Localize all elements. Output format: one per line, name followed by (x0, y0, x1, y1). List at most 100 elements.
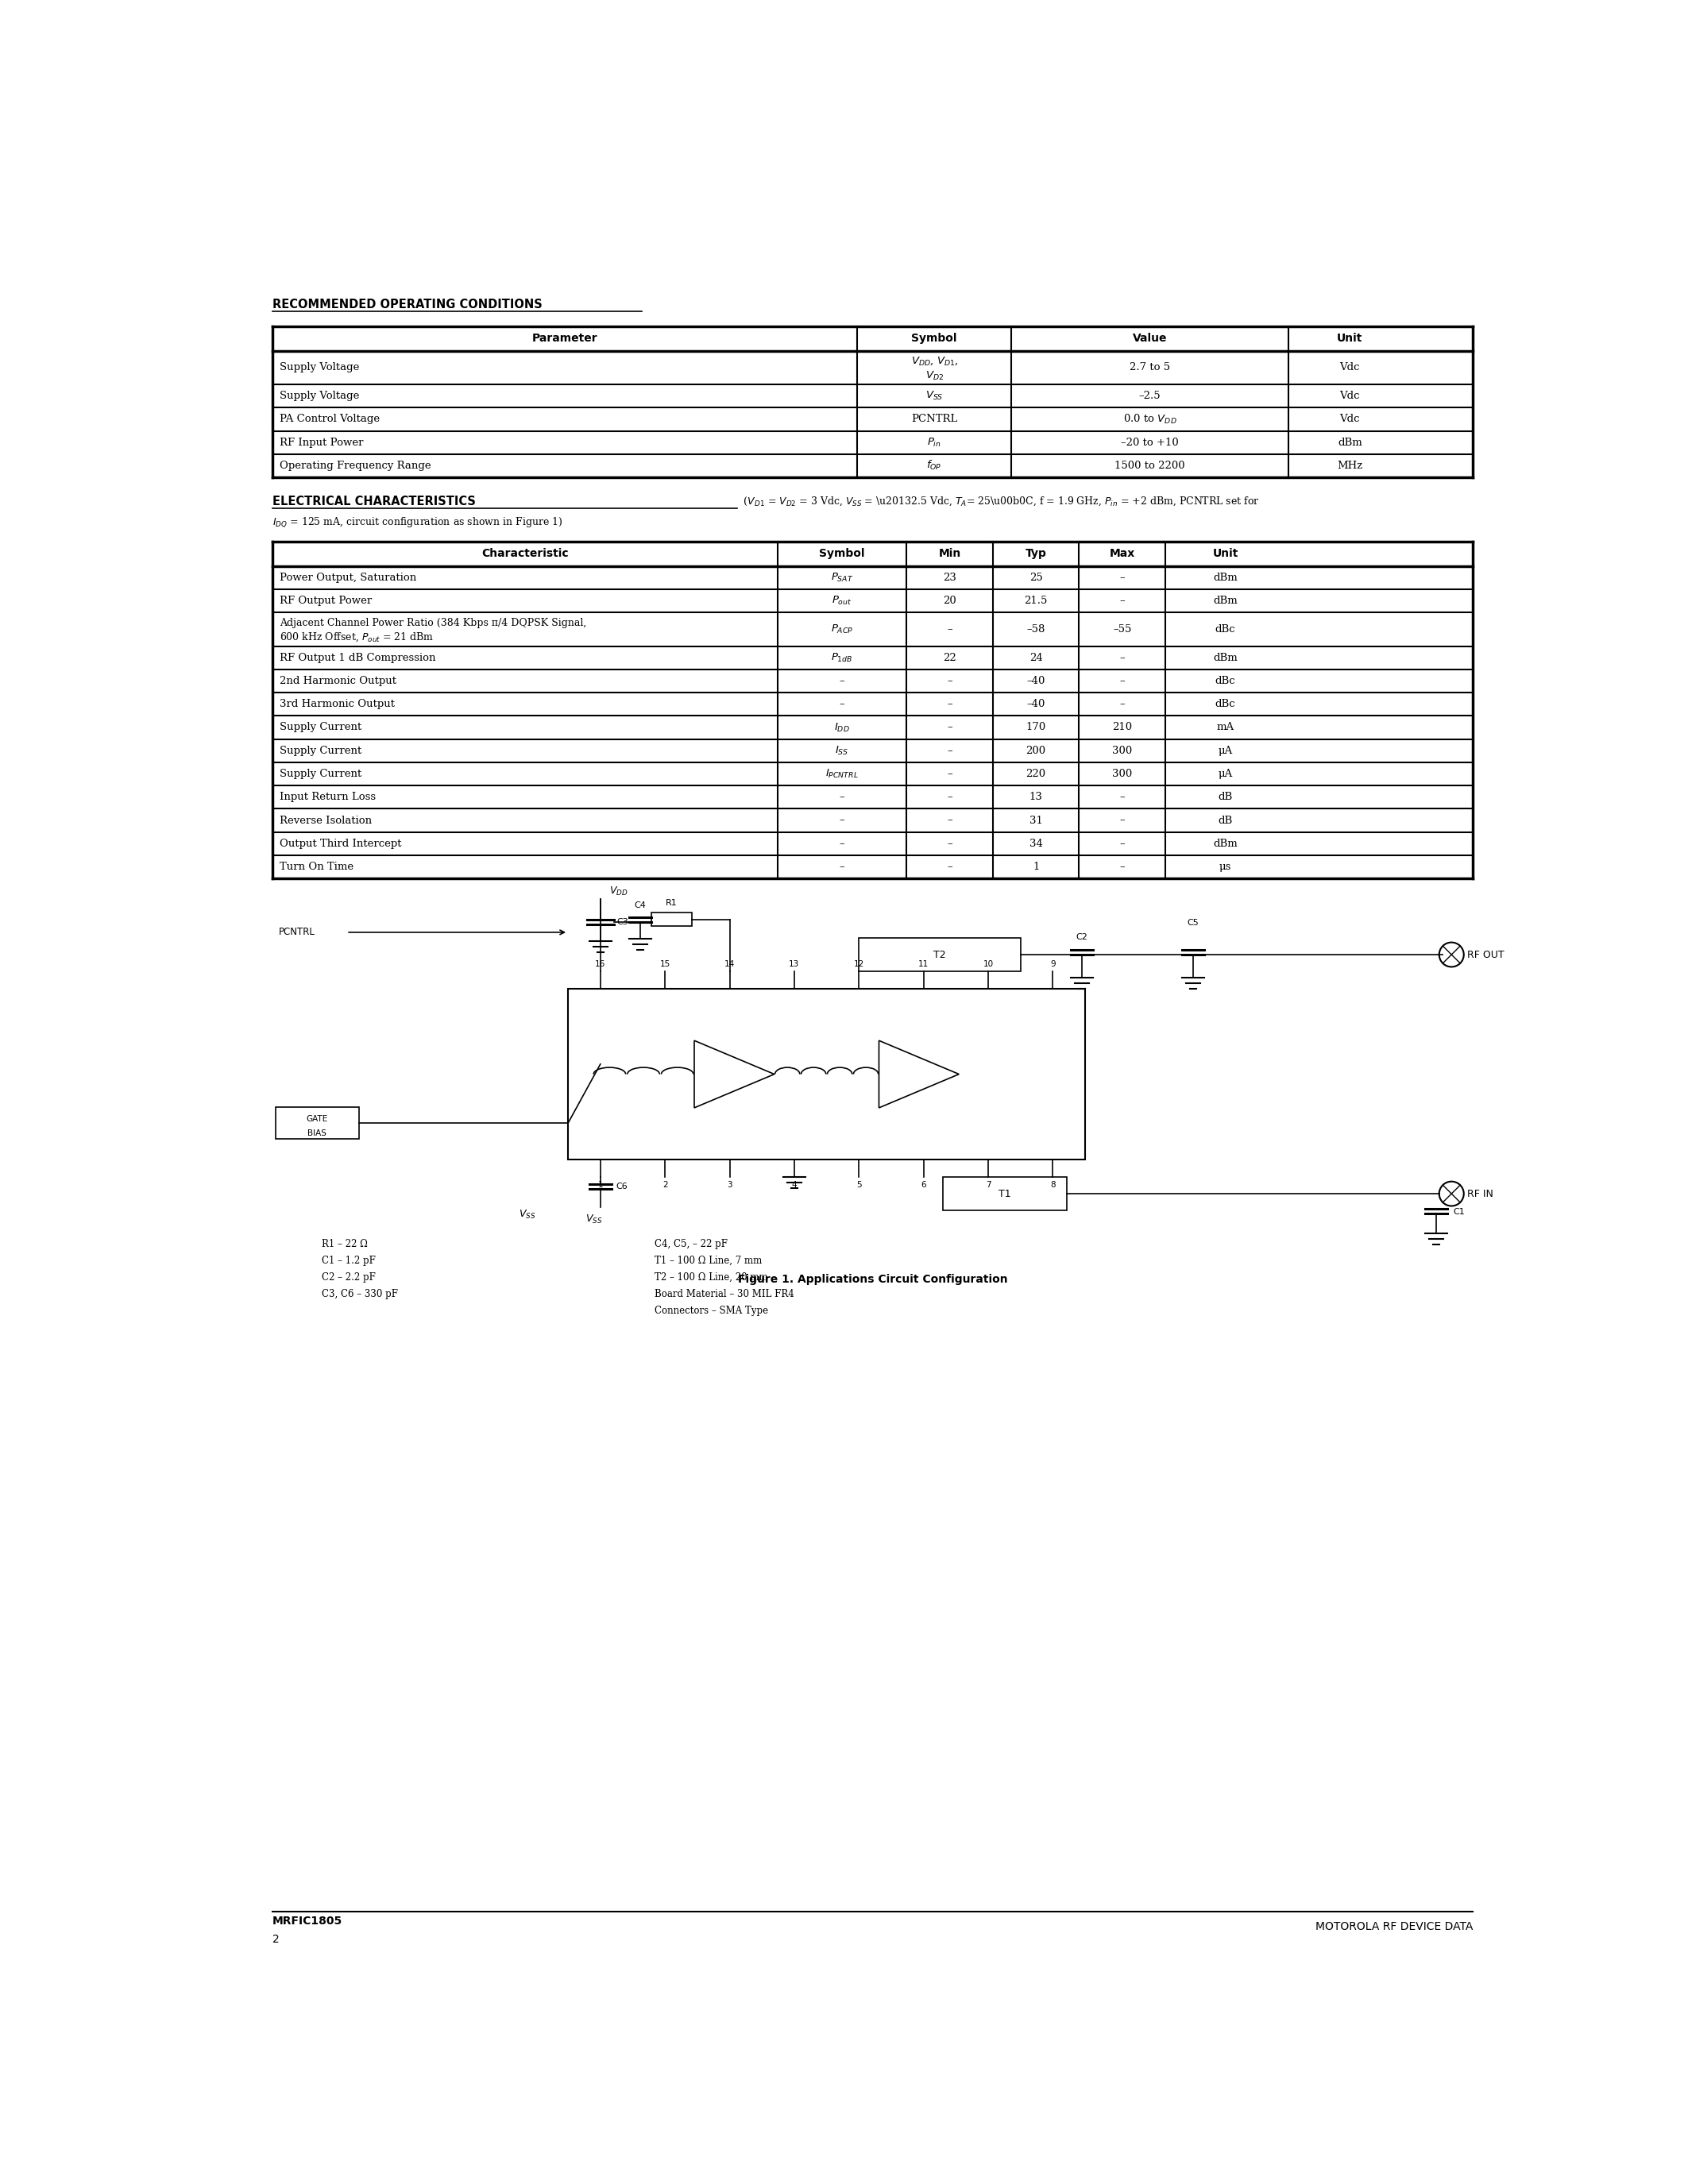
Text: 10: 10 (982, 961, 994, 968)
Text: Power Output, Saturation: Power Output, Saturation (280, 572, 417, 583)
Text: 8: 8 (1050, 1182, 1055, 1188)
Text: Parameter: Parameter (532, 332, 598, 345)
Text: dB: dB (1219, 793, 1232, 802)
Text: μA: μA (1219, 769, 1232, 780)
Text: C6: C6 (616, 1184, 628, 1190)
Text: 1500 to 2200: 1500 to 2200 (1114, 461, 1185, 472)
Text: 1: 1 (598, 1182, 603, 1188)
Text: C3: C3 (618, 917, 628, 926)
Text: $I_{PCNTRL}$: $I_{PCNTRL}$ (825, 769, 859, 780)
Text: –40: –40 (1026, 699, 1045, 710)
Text: 21.5: 21.5 (1025, 596, 1048, 605)
Text: MRFIC1805: MRFIC1805 (272, 1915, 343, 1926)
Text: 0.0 to $V_{DD}$: 0.0 to $V_{DD}$ (1123, 413, 1177, 426)
Text: Board Material – 30 MIL FR4: Board Material – 30 MIL FR4 (655, 1289, 793, 1299)
Text: R1 – 22 Ω: R1 – 22 Ω (322, 1238, 368, 1249)
Text: $P_{out}$: $P_{out}$ (832, 594, 852, 607)
Text: Vdc: Vdc (1340, 391, 1361, 402)
Text: RF OUT: RF OUT (1467, 950, 1504, 959)
Text: 31: 31 (1030, 815, 1043, 826)
Text: –: – (839, 839, 844, 850)
Text: –58: –58 (1026, 625, 1045, 636)
Text: R1: R1 (665, 900, 677, 906)
Text: $P_{SAT}$: $P_{SAT}$ (830, 572, 854, 583)
Text: Connectors – SMA Type: Connectors – SMA Type (655, 1306, 768, 1315)
Text: dBc: dBc (1215, 699, 1236, 710)
Text: Unit: Unit (1212, 548, 1237, 559)
Text: –: – (947, 863, 952, 871)
Text: Figure 1. Applications Circuit Configuration: Figure 1. Applications Circuit Configura… (738, 1273, 1008, 1284)
Text: 14: 14 (724, 961, 734, 968)
Text: 6: 6 (922, 1182, 927, 1188)
Text: T1 – 100 Ω Line, 7 mm: T1 – 100 Ω Line, 7 mm (655, 1256, 761, 1267)
Text: $I_{DQ}$ = 125 mA, circuit configuration as shown in Figure 1): $I_{DQ}$ = 125 mA, circuit configuration… (272, 515, 562, 529)
Text: 20: 20 (944, 596, 957, 605)
Bar (859, 937, 1021, 972)
Text: –: – (839, 863, 844, 871)
Text: $V_{SS}$: $V_{SS}$ (586, 1214, 603, 1225)
Text: $V_{D2}$: $V_{D2}$ (925, 369, 944, 382)
Text: dBm: dBm (1214, 596, 1237, 605)
Text: C3, C6 – 330 pF: C3, C6 – 330 pF (322, 1289, 398, 1299)
Text: Supply Voltage: Supply Voltage (280, 391, 360, 402)
Text: 2.7 to 5: 2.7 to 5 (1129, 363, 1170, 373)
Text: 2: 2 (272, 1935, 280, 1946)
Text: $V_{SS}$: $V_{SS}$ (925, 391, 944, 402)
Text: $f_{OP}$: $f_{OP}$ (927, 459, 942, 472)
Text: RF Output 1 dB Compression: RF Output 1 dB Compression (280, 653, 436, 664)
Text: Characteristic: Characteristic (481, 548, 569, 559)
Text: $P_{in}$: $P_{in}$ (927, 437, 942, 448)
Text: dBm: dBm (1337, 437, 1362, 448)
Text: Supply Current: Supply Current (280, 769, 361, 780)
Text: $V_{DD}$: $V_{DD}$ (609, 885, 628, 898)
Text: –: – (839, 815, 844, 826)
Text: T1: T1 (999, 1188, 1011, 1199)
Text: 4: 4 (792, 1182, 797, 1188)
Text: $P_{ACP}$: $P_{ACP}$ (830, 622, 852, 636)
Text: dBm: dBm (1214, 572, 1237, 583)
Text: Vdc: Vdc (1340, 415, 1361, 424)
Text: $V_{SS}$: $V_{SS}$ (518, 1210, 535, 1221)
Text: 16: 16 (596, 961, 606, 968)
Text: Supply Current: Supply Current (280, 745, 361, 756)
Text: C4: C4 (635, 902, 647, 911)
Text: mA: mA (1217, 723, 1234, 732)
Text: Symbol: Symbol (819, 548, 864, 559)
Text: Input Return Loss: Input Return Loss (280, 793, 376, 802)
Text: 9: 9 (1050, 961, 1055, 968)
Text: ELECTRICAL CHARACTERISTICS: ELECTRICAL CHARACTERISTICS (272, 496, 476, 507)
Text: –: – (947, 625, 952, 636)
Text: –: – (1119, 572, 1124, 583)
Text: 3: 3 (728, 1182, 733, 1188)
Text: –: – (947, 793, 952, 802)
Text: RF Output Power: RF Output Power (280, 596, 373, 605)
Text: C5: C5 (1187, 919, 1198, 926)
Text: Supply Voltage: Supply Voltage (280, 363, 360, 373)
Text: dB: dB (1219, 815, 1232, 826)
Text: 300: 300 (1112, 745, 1133, 756)
Text: Output Third Intercept: Output Third Intercept (280, 839, 402, 850)
Text: Reverse Isolation: Reverse Isolation (280, 815, 371, 826)
Text: Operating Frequency Range: Operating Frequency Range (280, 461, 432, 472)
Text: dBc: dBc (1215, 675, 1236, 686)
Text: C1 – 1.2 pF: C1 – 1.2 pF (322, 1256, 376, 1267)
Text: C4, C5, – 22 pF: C4, C5, – 22 pF (655, 1238, 728, 1249)
Text: –20 to +10: –20 to +10 (1121, 437, 1178, 448)
Text: Max: Max (1109, 548, 1134, 559)
Text: 11: 11 (918, 961, 928, 968)
Text: RF Input Power: RF Input Power (280, 437, 363, 448)
Text: –: – (1119, 815, 1124, 826)
Text: 600 kHz Offset, $P_{out}$ = 21 dBm: 600 kHz Offset, $P_{out}$ = 21 dBm (280, 631, 434, 644)
Text: C2: C2 (1077, 933, 1089, 941)
Text: 34: 34 (1030, 839, 1043, 850)
Text: 24: 24 (1030, 653, 1043, 664)
Text: 200: 200 (1026, 745, 1047, 756)
Text: –: – (1119, 839, 1124, 850)
Text: 23: 23 (944, 572, 957, 583)
Text: –: – (947, 839, 952, 850)
Bar (944, 1177, 1067, 1210)
Text: –: – (947, 769, 952, 780)
Text: Turn On Time: Turn On Time (280, 863, 354, 871)
Text: dBm: dBm (1214, 839, 1237, 850)
Text: GATE: GATE (307, 1114, 327, 1123)
